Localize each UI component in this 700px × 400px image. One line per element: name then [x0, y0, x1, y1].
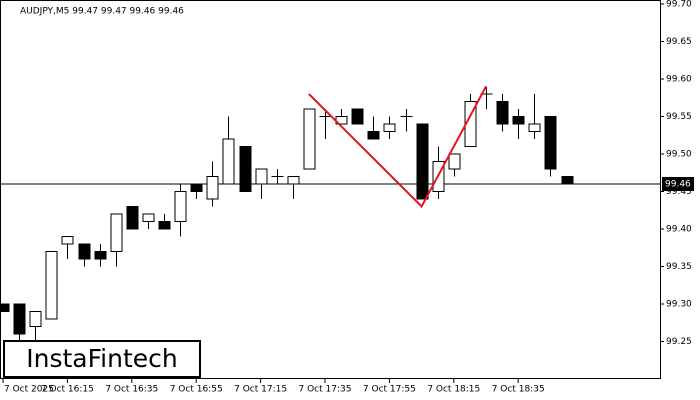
candle-body [512, 116, 525, 125]
x-tick-label: 7 Oct 2025 [4, 385, 54, 395]
candle-body [222, 138, 235, 185]
candle-body [561, 176, 574, 185]
x-tick-label: 7 Oct 18:15 [427, 385, 480, 395]
logo-box [3, 340, 201, 378]
candle-body [0, 303, 10, 312]
x-tick-label: 7 Oct 16:15 [41, 385, 94, 395]
candle-body [126, 206, 139, 230]
x-tick-label: 7 Oct 17:15 [234, 385, 287, 395]
y-tick-label: 99.70 [666, 0, 692, 10]
x-tick-label: 7 Oct 16:35 [105, 385, 158, 395]
candle-body [287, 176, 300, 185]
x-tick-label: 7 Oct 17:55 [363, 385, 416, 395]
last-price-box [662, 177, 694, 191]
y-tick-label: 99.45 [666, 187, 692, 197]
candle-body [303, 108, 316, 170]
candle-body [367, 131, 380, 140]
x-tick-label: 7 Oct 18:35 [492, 385, 545, 395]
candle-body [351, 108, 364, 125]
candle-body [255, 168, 268, 185]
candle-body [416, 123, 429, 200]
y-tick-label: 99.55 [666, 112, 692, 122]
candle-body [78, 243, 91, 260]
y-tick-label: 99.65 [666, 37, 692, 47]
y-tick-label: 99.25 [666, 337, 692, 347]
candle-body [448, 153, 461, 170]
candle-body [13, 303, 26, 335]
candle-body [29, 311, 42, 327]
x-tick-label: 7 Oct 17:35 [299, 385, 352, 395]
candle-body [94, 251, 107, 260]
candle-body [544, 116, 557, 170]
logo: InstaFintech [26, 344, 178, 373]
x-tick-label: 7 Oct 16:55 [170, 385, 223, 395]
candle-body [61, 236, 74, 245]
y-tick-label: 99.30 [666, 300, 692, 310]
candle-body [206, 176, 219, 200]
candle-body [142, 213, 155, 222]
y-tick-label: 99.60 [666, 75, 692, 85]
candle-body [158, 221, 171, 230]
candle-body [239, 146, 252, 192]
last-price-label: 99.46 [665, 180, 691, 190]
plot-frame [0, 0, 661, 379]
y-tick-label: 99.35 [666, 262, 692, 272]
pattern-line [308, 86, 487, 209]
y-tick-label: 99.40 [666, 225, 692, 235]
y-tick-label: 99.50 [666, 150, 692, 160]
chart-title: AUDJPY,M5 99.47 99.47 99.46 99.46 [20, 7, 184, 17]
candle-body [496, 101, 509, 125]
candle-body [45, 251, 58, 320]
candle-body [174, 191, 187, 222]
candle-body [383, 123, 396, 132]
candle-body [190, 183, 203, 192]
candle-body [528, 123, 541, 132]
candle-body [110, 213, 123, 252]
